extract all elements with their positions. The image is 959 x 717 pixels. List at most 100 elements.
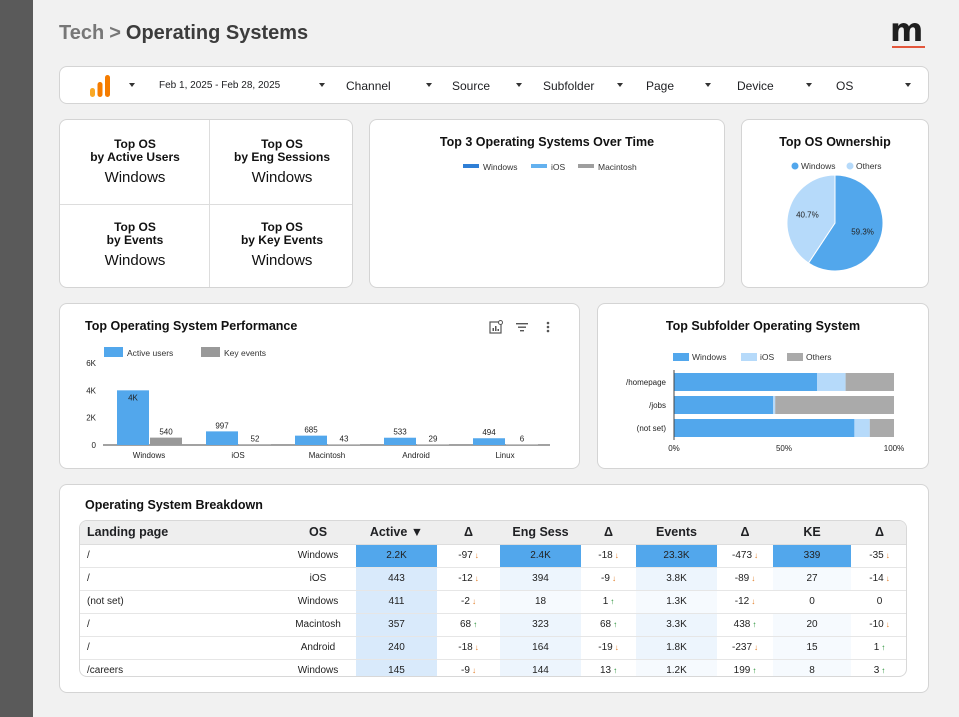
col-ke[interactable]: KE — [773, 521, 851, 545]
more-vert-icon[interactable] — [541, 320, 555, 334]
cell-value: 323 — [532, 619, 549, 630]
cell-value: 339 — [803, 550, 821, 561]
chevron-down-icon[interactable] — [129, 83, 135, 87]
cell-value: 8 — [809, 665, 815, 676]
cell-active: 443 — [356, 567, 437, 591]
kpi-eng-sessions: Top OS by Eng Sessions Windows — [209, 137, 355, 187]
chevron-down-icon[interactable] — [516, 83, 522, 87]
table-row[interactable]: / Android 240 -18 ↓ 164 -19 ↓ 1.8K -237 ↓ 15 1 ↑ — [80, 636, 906, 660]
filter-subfolder[interactable]: Subfolder — [543, 79, 595, 93]
pie-slice-label: 59.3% — [851, 227, 874, 236]
breadcrumb-parent[interactable]: Tech — [59, 22, 105, 44]
cell-delta: -18 ↓ — [581, 544, 636, 568]
cell-value: Macintosh — [295, 619, 341, 630]
cell-value: Android — [300, 642, 336, 653]
data-label: 43 — [340, 434, 349, 443]
col-delta[interactable]: Δ — [851, 521, 906, 545]
y-tick-label: 6K — [86, 359, 96, 368]
cell-events: 3.3K — [636, 613, 717, 637]
insights-icon[interactable] — [489, 320, 503, 334]
cell-eng-sess: 394 — [500, 567, 581, 591]
filter-channel[interactable]: Channel — [346, 79, 391, 93]
table-row[interactable]: / Macintosh 357 68 ↑ 323 68 ↑ 3.3K 438 ↑ 20 -10 ↓ — [80, 613, 906, 637]
arrow-down-icon: ↓ — [474, 574, 479, 583]
cell-value: 68 — [599, 619, 612, 630]
cell-active: 357 — [356, 613, 437, 637]
y-tick-label: 4K — [86, 386, 96, 395]
col-delta[interactable]: Δ — [581, 521, 636, 545]
col-events[interactable]: Events — [636, 521, 717, 545]
kpi-events: Top OS by Events Windows — [62, 221, 208, 270]
kpi-label: Top OS — [261, 137, 303, 151]
cell-delta: -97 ↓ — [437, 544, 500, 568]
y-tick-label: /homepage — [626, 378, 667, 387]
chevron-down-icon[interactable] — [617, 83, 623, 87]
col-eng-sess[interactable]: Eng Sess — [500, 521, 581, 545]
bar-key-events — [150, 437, 182, 445]
cell-value: (not set) — [87, 596, 124, 607]
cell-value: 3.3K — [666, 619, 687, 630]
cell-value: 1 — [873, 642, 880, 653]
cell-value: -473 — [731, 550, 752, 561]
filter-source[interactable]: Source — [452, 79, 491, 93]
arrow-down-icon: ↓ — [751, 574, 756, 583]
cell-events: 1.3K — [636, 590, 717, 614]
col-os[interactable]: OS — [280, 521, 356, 545]
y-tick-label: 2K — [86, 414, 96, 423]
analytics-icon[interactable] — [88, 74, 112, 98]
cell-value: 27 — [806, 573, 818, 584]
cell-delta: -12 ↓ — [717, 590, 773, 614]
pie-slice-windows — [807, 174, 884, 272]
filter-bar: Feb 1, 2025 - Feb 28, 2025 Channel Sourc… — [59, 66, 929, 104]
cell-value: -12 — [458, 573, 473, 584]
cell-ke: 8 — [773, 659, 851, 676]
chevron-down-icon[interactable] — [705, 83, 711, 87]
table-title: Operating System Breakdown — [85, 498, 263, 512]
cell-value: -89 — [734, 573, 750, 584]
arrow-up-icon: ↑ — [613, 620, 618, 629]
x-tick-label: Android — [402, 451, 430, 460]
table-row[interactable]: /careers Windows 145 -9 ↓ 144 13 ↑ 1.2K 199 ↑ 8 3 ↑ — [80, 659, 906, 676]
col-delta[interactable]: Δ — [717, 521, 773, 545]
arrow-up-icon: ↑ — [881, 643, 886, 652]
bar-ios — [854, 419, 870, 437]
cell-landing-page: / — [80, 636, 280, 660]
col-landing-page[interactable]: Landing page — [80, 521, 280, 545]
cell-delta: 1 ↑ — [581, 590, 636, 614]
chevron-down-icon[interactable] — [905, 83, 911, 87]
brand-logo[interactable]: m — [890, 14, 928, 50]
legend-swatch — [201, 347, 220, 357]
x-tick-label: Windows — [133, 451, 165, 460]
table-row[interactable]: (not set) Windows 411 -2 ↓ 18 1 ↑ 1.3K -12 ↓ 0 0 — [80, 590, 906, 614]
stacked-bar-chart: Windows iOS Others/homepage/jobs (not set) 0… — [626, 352, 904, 453]
cell-active: 145 — [356, 659, 437, 676]
filter-os[interactable]: OS — [836, 79, 854, 93]
col-delta[interactable]: Δ — [437, 521, 500, 545]
legend-label: iOS — [760, 352, 775, 362]
cell-value: -35 — [869, 550, 884, 561]
filter-page[interactable]: Page — [646, 79, 675, 93]
bar-active-users — [473, 438, 505, 445]
col-active[interactable]: Active ▼ — [356, 521, 437, 545]
arrow-up-icon: ↑ — [473, 620, 478, 629]
chevron-down-icon[interactable] — [319, 83, 325, 87]
cell-events: 1.8K — [636, 636, 717, 660]
filter-icon[interactable] — [515, 320, 529, 334]
date-range-picker[interactable]: Feb 1, 2025 - Feb 28, 2025 — [159, 80, 281, 91]
cell-delta: -2 ↓ — [437, 590, 500, 614]
chevron-down-icon[interactable] — [806, 83, 812, 87]
kpi-key-events: Top OS by Key Events Windows — [209, 221, 355, 270]
x-tick-label: 100% — [884, 444, 904, 453]
os-over-time-card: Top 3 Operating Systems Over Time Window… — [369, 119, 725, 288]
data-label: 29 — [429, 434, 438, 443]
table-row[interactable]: / Windows 2.2K -97 ↓ 2.4K -18 ↓ 23.3K -473 ↓ 339 -35… — [80, 544, 906, 568]
chart-title: Top Subfolder Operating System — [665, 319, 861, 333]
os-ownership-card: Top OS Ownership Windows Others 59.3% 40.7% — [741, 119, 929, 288]
table-row[interactable]: / iOS 443 -12 ↓ 394 -9 ↓ 3.8K -89 ↓ 27 -14 ↓ — [80, 567, 906, 591]
kpi-label: by Key Events — [240, 233, 324, 247]
chevron-down-icon[interactable] — [426, 83, 432, 87]
cell-value: 18 — [534, 596, 547, 607]
data-label: 52 — [251, 434, 260, 443]
y-tick-label: (not set) — [637, 424, 667, 433]
filter-device[interactable]: Device — [737, 79, 774, 93]
